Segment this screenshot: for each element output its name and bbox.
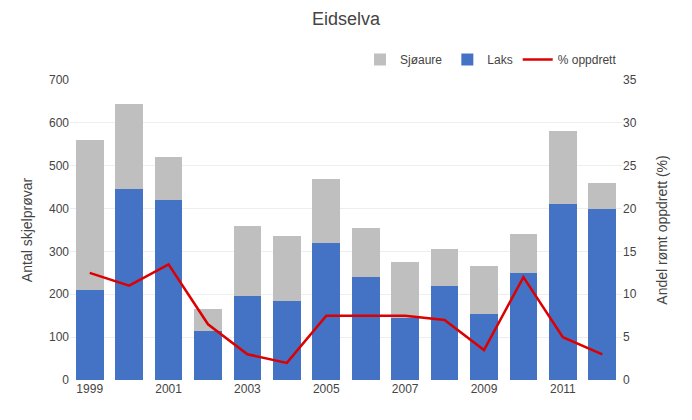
- svg-text:20: 20: [623, 202, 637, 216]
- svg-text:2001: 2001: [155, 382, 182, 396]
- svg-text:2005: 2005: [313, 382, 340, 396]
- svg-text:2011: 2011: [550, 382, 576, 396]
- svg-text:Laks: Laks: [487, 53, 512, 67]
- svg-text:700: 700: [49, 73, 69, 87]
- svg-text:200: 200: [49, 287, 69, 301]
- svg-text:30: 30: [623, 116, 637, 130]
- svg-text:25: 25: [623, 159, 637, 173]
- svg-text:2003: 2003: [234, 382, 261, 396]
- svg-text:300: 300: [49, 245, 69, 259]
- svg-text:500: 500: [49, 159, 69, 173]
- svg-text:% oppdrett: % oppdrett: [558, 53, 617, 67]
- svg-text:10: 10: [623, 287, 637, 301]
- svg-text:600: 600: [49, 116, 69, 130]
- svg-text:0: 0: [62, 373, 69, 387]
- svg-text:100: 100: [49, 330, 69, 344]
- svg-text:Andel rømt oppdrett (%): Andel rømt oppdrett (%): [654, 155, 670, 304]
- svg-text:Sjøaure: Sjøaure: [400, 53, 442, 67]
- svg-text:Antal skjelprøvar: Antal skjelprøvar: [19, 178, 35, 283]
- svg-text:0: 0: [623, 373, 630, 387]
- svg-text:1999: 1999: [76, 382, 103, 396]
- svg-text:5: 5: [623, 330, 630, 344]
- svg-text:Eidselva: Eidselva: [312, 9, 381, 29]
- svg-text:15: 15: [623, 245, 637, 259]
- svg-text:35: 35: [623, 73, 637, 87]
- svg-text:2009: 2009: [471, 382, 498, 396]
- svg-text:2007: 2007: [392, 382, 419, 396]
- svg-text:400: 400: [49, 202, 69, 216]
